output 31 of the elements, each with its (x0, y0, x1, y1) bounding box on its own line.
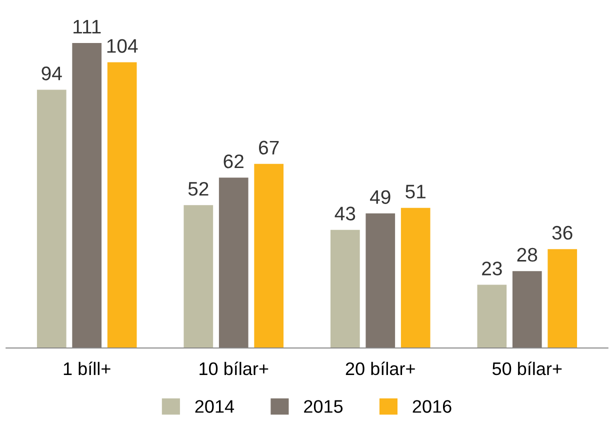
data-label: 23 (482, 262, 502, 276)
bar (366, 213, 396, 348)
legend-label: 2016 (412, 400, 452, 413)
data-label: 43 (334, 206, 356, 220)
data-label: 104 (107, 39, 138, 53)
bar (512, 271, 542, 348)
x-tick-label: 10 bílar+ (200, 362, 268, 376)
bar (72, 43, 102, 348)
bar (477, 284, 507, 348)
data-label: 67 (259, 140, 279, 155)
data-label: 49 (370, 190, 390, 204)
data-label: 94 (42, 66, 62, 80)
legend-label: 2014 (195, 400, 234, 413)
data-label: 111 (74, 20, 101, 34)
bar (330, 230, 360, 348)
bar (36, 90, 66, 348)
bar (548, 249, 578, 348)
bar (184, 205, 214, 348)
data-label: 62 (224, 154, 244, 168)
data-label: 52 (188, 182, 208, 196)
x-tick-label: 1 bíll+ (64, 362, 110, 376)
bar (218, 178, 248, 348)
data-label: 28 (517, 248, 538, 262)
bar (254, 164, 284, 348)
data-label: 36 (552, 226, 572, 240)
x-tick-label: 20 bílar+ (346, 362, 415, 376)
x-tick-label: 50 bílar+ (492, 362, 562, 376)
bar (400, 208, 430, 348)
legend-label: 2015 (304, 400, 343, 413)
bar (107, 62, 137, 348)
data-label: 51 (406, 184, 426, 198)
